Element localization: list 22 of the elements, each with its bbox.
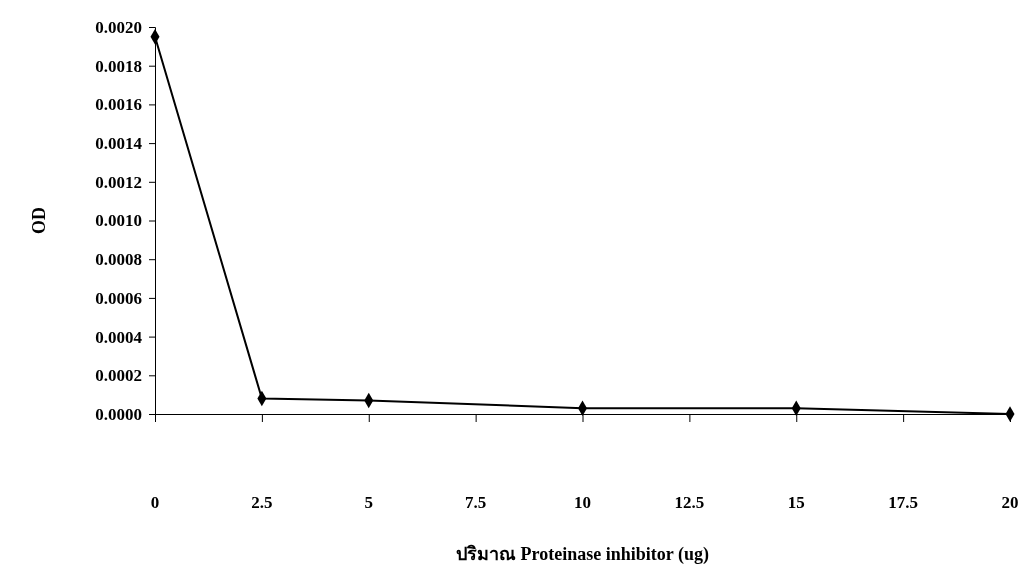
y-tick-label: 0.0018 [95, 56, 142, 76]
x-tick-label: 20 [1001, 493, 1019, 512]
x-tick-label: 2.5 [251, 493, 273, 512]
y-tick-label: 0.0008 [95, 250, 142, 270]
y-tick-label: 0.0016 [95, 95, 142, 115]
x-tick-label: 0 [150, 493, 160, 512]
y-tick-label: 0.0000 [95, 404, 142, 424]
y-tick-label: 0.0002 [95, 366, 142, 386]
y-tick-label: 0.0004 [95, 327, 143, 347]
y-tick-label: 0.0020 [95, 17, 142, 37]
y-tick-label: 0.0006 [95, 288, 142, 308]
x-tick-label: 12.5 [674, 493, 705, 512]
y-tick-label: 0.0012 [95, 172, 142, 192]
x-axis-title: ปริมาณ Proteinase inhibitor (ug) [456, 544, 709, 565]
x-tick-label: 5 [364, 493, 373, 512]
x-tick-label: 10 [574, 493, 591, 512]
y-axis-title: OD [29, 207, 49, 234]
y-tick-label: 0.0014 [95, 134, 143, 154]
x-tick-label: 17.5 [888, 493, 918, 512]
x-tick-label: 7.5 [465, 493, 487, 512]
x-tick-label: 15 [787, 493, 805, 512]
y-tick-label: 0.0010 [95, 211, 142, 231]
